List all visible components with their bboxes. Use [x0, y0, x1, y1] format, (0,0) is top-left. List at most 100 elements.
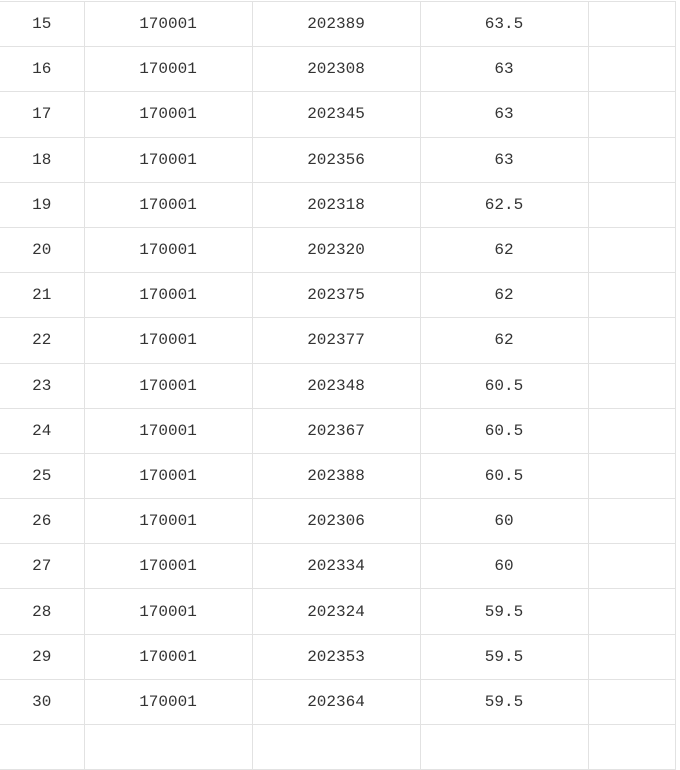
cell-group-id: 170001 [83, 226, 253, 274]
cell-score: 62 [419, 272, 589, 319]
cell-candidate-id: 202324 [251, 588, 421, 635]
cell-score: 59.5 [419, 678, 589, 726]
table-row: 17 170001 202345 63 [0, 91, 676, 138]
cell-empty [587, 452, 676, 500]
table-row: 29 170001 202353 59.5 [0, 633, 676, 680]
cell-group-id: 170001 [83, 91, 253, 138]
cell-candidate-id: 202334 [251, 543, 421, 590]
table-row: 20 170001 202320 62 [0, 226, 676, 274]
cell-row-number: 20 [0, 226, 85, 274]
cell-group-id: 170001 [83, 272, 253, 319]
cell-score: 60 [419, 543, 589, 590]
table-row: 22 170001 202377 62 [0, 317, 676, 364]
cell-score: 62 [419, 317, 589, 364]
cell-group-id: 170001 [83, 46, 253, 93]
cell-row-number [0, 723, 85, 770]
cell-row-number: 17 [0, 91, 85, 138]
cell-empty [587, 272, 676, 319]
cell-empty [587, 181, 676, 228]
cell-empty [587, 543, 676, 590]
cell-row-number: 18 [0, 136, 85, 183]
table-row: 16 170001 202308 63 [0, 46, 676, 93]
table-row: 30 170001 202364 59.5 [0, 678, 676, 726]
cell-row-number: 22 [0, 317, 85, 364]
cell-row-number: 24 [0, 407, 85, 454]
cell-empty [587, 46, 676, 93]
cell-candidate-id: 202308 [251, 46, 421, 93]
cell-empty [587, 362, 676, 409]
table-row: 24 170001 202367 60.5 [0, 407, 676, 454]
cell-group-id: 170001 [83, 633, 253, 680]
cell-score: 63 [419, 46, 589, 93]
cell-candidate-id: 202375 [251, 272, 421, 319]
cell-group-id: 170001 [83, 136, 253, 183]
cell-empty [587, 91, 676, 138]
cell-group-id: 170001 [83, 543, 253, 590]
cell-row-number: 30 [0, 678, 85, 726]
cell-empty [587, 226, 676, 274]
cell-score: 60 [419, 498, 589, 545]
cell-score: 63.5 [419, 0, 589, 48]
cell-candidate-id [251, 723, 421, 770]
cell-score: 63 [419, 136, 589, 183]
cell-candidate-id: 202353 [251, 633, 421, 680]
cell-row-number: 28 [0, 588, 85, 635]
cell-row-number: 26 [0, 498, 85, 545]
cell-candidate-id: 202356 [251, 136, 421, 183]
cell-group-id: 170001 [83, 362, 253, 409]
cell-empty [587, 498, 676, 545]
cell-group-id: 170001 [83, 678, 253, 726]
cell-candidate-id: 202389 [251, 0, 421, 48]
cell-row-number: 16 [0, 46, 85, 93]
table-row: 15 170001 202389 63.5 [0, 0, 676, 48]
table-row: 26 170001 202306 60 [0, 498, 676, 545]
table-row [0, 723, 676, 770]
cell-row-number: 21 [0, 272, 85, 319]
cell-candidate-id: 202318 [251, 181, 421, 228]
cell-row-number: 25 [0, 452, 85, 500]
cell-empty [587, 407, 676, 454]
table-row: 19 170001 202318 62.5 [0, 181, 676, 228]
cell-candidate-id: 202306 [251, 498, 421, 545]
cell-score: 63 [419, 91, 589, 138]
cell-score: 60.5 [419, 407, 589, 454]
cell-score: 60.5 [419, 362, 589, 409]
cell-score: 59.5 [419, 633, 589, 680]
table-row: 25 170001 202388 60.5 [0, 452, 676, 500]
cell-group-id: 170001 [83, 498, 253, 545]
cell-group-id: 170001 [83, 0, 253, 48]
cell-empty [587, 723, 676, 770]
cell-candidate-id: 202377 [251, 317, 421, 364]
table-row: 18 170001 202356 63 [0, 136, 676, 183]
cell-candidate-id: 202364 [251, 678, 421, 726]
table-row: 28 170001 202324 59.5 [0, 588, 676, 635]
cell-row-number: 15 [0, 0, 85, 48]
cell-row-number: 19 [0, 181, 85, 228]
cell-score: 60.5 [419, 452, 589, 500]
table-row: 21 170001 202375 62 [0, 272, 676, 319]
cell-score [419, 723, 589, 770]
cell-row-number: 23 [0, 362, 85, 409]
cell-candidate-id: 202320 [251, 226, 421, 274]
cell-row-number: 29 [0, 633, 85, 680]
cell-empty [587, 588, 676, 635]
cell-group-id: 170001 [83, 588, 253, 635]
table-row: 23 170001 202348 60.5 [0, 362, 676, 409]
cell-candidate-id: 202348 [251, 362, 421, 409]
cell-empty [587, 0, 676, 48]
cell-group-id: 170001 [83, 407, 253, 454]
cell-score: 62 [419, 226, 589, 274]
cell-empty [587, 633, 676, 680]
cell-empty [587, 678, 676, 726]
cell-group-id: 170001 [83, 181, 253, 228]
cell-score: 59.5 [419, 588, 589, 635]
cell-candidate-id: 202388 [251, 452, 421, 500]
table-row: 27 170001 202334 60 [0, 543, 676, 590]
cell-row-number: 27 [0, 543, 85, 590]
cell-empty [587, 317, 676, 364]
cell-group-id [83, 723, 253, 770]
cell-candidate-id: 202367 [251, 407, 421, 454]
cell-candidate-id: 202345 [251, 91, 421, 138]
